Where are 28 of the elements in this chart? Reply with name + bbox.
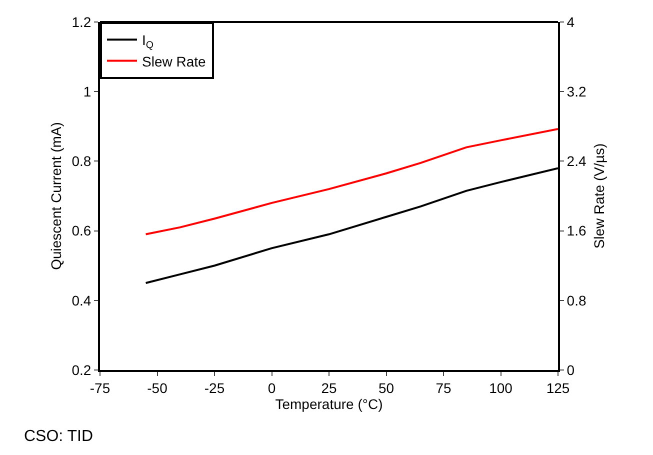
x-tick-label: 0: [268, 380, 276, 396]
line-series: [144, 128, 558, 236]
x-tick-label: -50: [147, 380, 168, 396]
x-tick-label: 100: [489, 380, 513, 396]
legend-label: I$_{Q}$: [142, 32, 154, 51]
y2-tick-label: 4: [566, 14, 575, 30]
x-axis-title: Temperature (°C): [275, 396, 383, 412]
x-tick-label: 50: [378, 380, 394, 396]
y2-tick-label: 3.2: [566, 84, 586, 100]
y2-tick-label: 0: [566, 362, 575, 378]
y2-axis-title: Slew Rate (V/µs): [591, 143, 607, 249]
text: CSO: TID: [24, 428, 94, 445]
legend-label: Slew Rate: [142, 53, 206, 70]
x-tick-label: -75: [90, 380, 110, 396]
y-tick-label: 0.2: [72, 362, 92, 378]
y-axis-title: Quiescent Current (mA): [48, 122, 64, 270]
x-tick-label: 25: [321, 380, 337, 396]
x-tick-label: 125: [546, 380, 570, 396]
y2-tick-label: 0.8: [566, 292, 586, 308]
y2-tick-label: 1.6: [566, 222, 586, 239]
y2-tick-label: 2.4: [566, 153, 586, 170]
y-tick-label: 1: [83, 84, 92, 100]
x-tick-label: -25: [204, 380, 225, 396]
x-tick-label: 75: [436, 380, 452, 396]
y-tick-label: 0.6: [72, 222, 92, 239]
y-tick-label: 0.4: [72, 292, 92, 308]
y-tick-label: 0.8: [72, 153, 92, 170]
y-tick-label: 1.2: [72, 14, 92, 30]
